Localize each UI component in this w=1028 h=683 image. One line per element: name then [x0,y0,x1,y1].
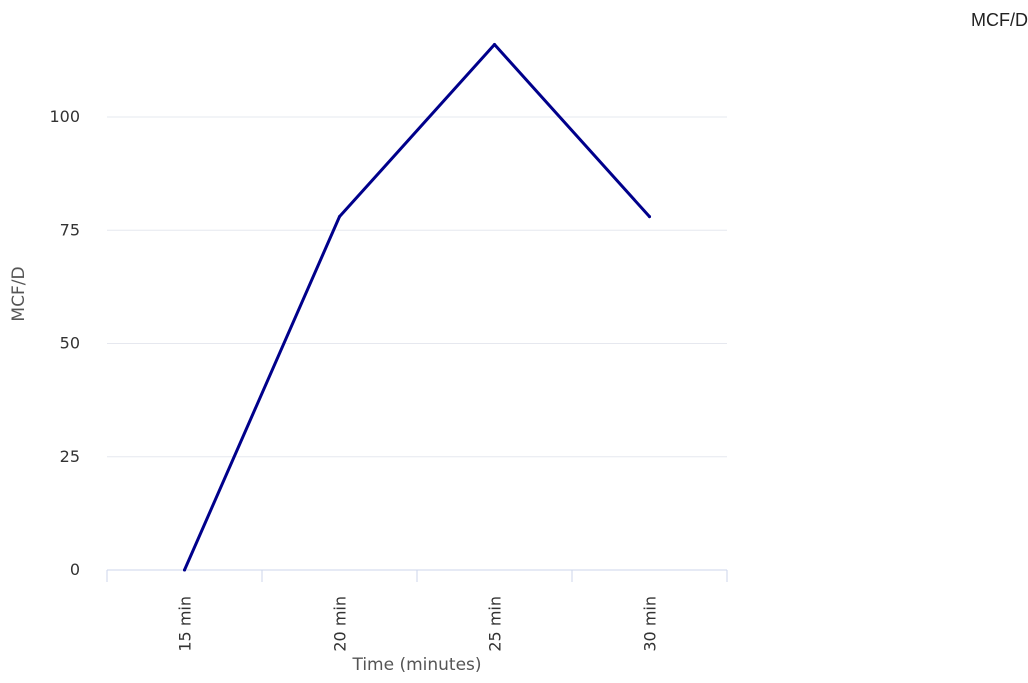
y-tick-label: 100 [49,107,80,126]
x-axis [106,569,728,582]
x-tick-label: 20 min [331,596,350,652]
data-point [183,568,186,572]
legend-series-label: MCF/D [971,10,1028,30]
data-point [648,215,651,219]
data-point [493,43,496,47]
series-line [183,43,651,572]
x-tick-label: 30 min [641,596,660,652]
y-tick-label: 25 [60,447,80,466]
y-tick-label: 50 [60,334,80,353]
y-tick-label: 0 [70,560,80,579]
series-layer [183,43,651,572]
grid-lines [107,116,727,458]
x-tick-label: 15 min [176,596,195,652]
tick-labels: 0 25 50 75 100 15 min 20 min 25 min 30 min [49,107,659,652]
y-tick-label: 75 [60,220,80,239]
x-axis-title: Time (minutes) [351,655,481,675]
y-axis-title: MCF/D [9,266,29,321]
data-point [338,215,341,219]
x-tick-label: 25 min [486,596,505,652]
